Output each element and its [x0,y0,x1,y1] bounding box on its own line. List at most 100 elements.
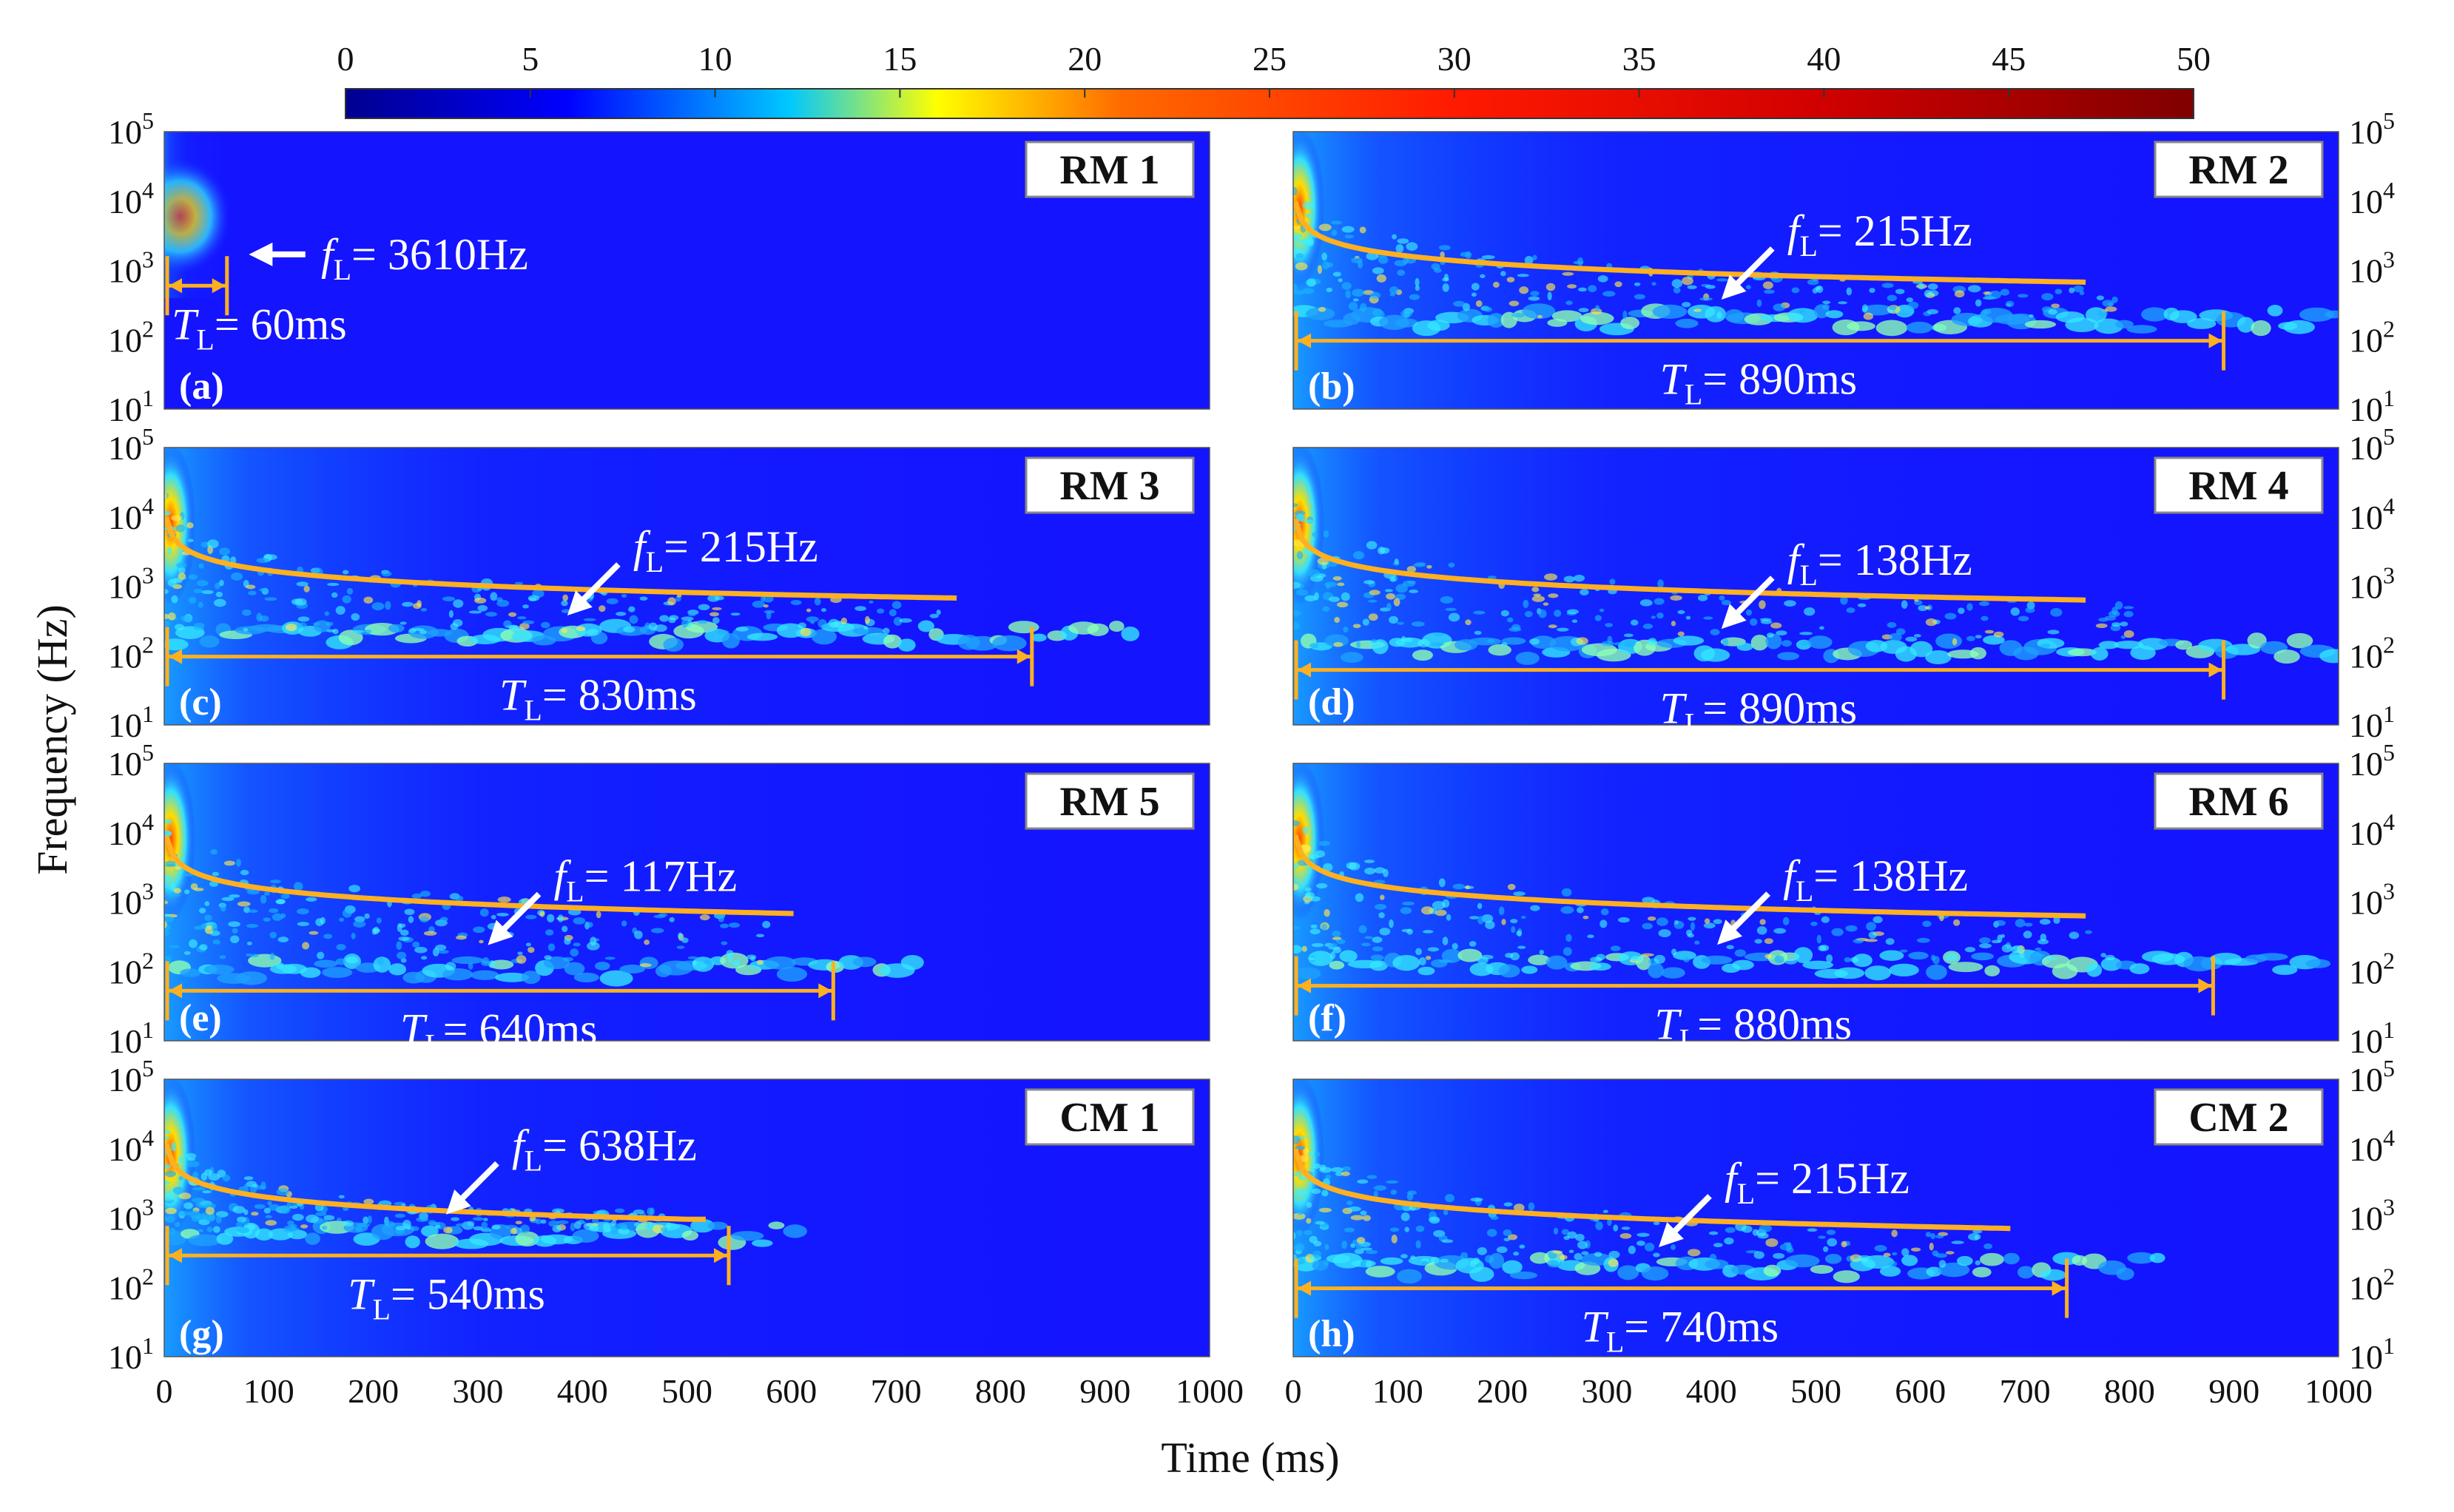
frequency-annotation: fL= 215Hz [1725,1154,1909,1210]
energy-speckle [1822,300,1831,305]
energy-speckle [1844,957,1852,963]
energy-speckle [1725,1238,1730,1245]
energy-speckle [2040,933,2047,942]
energy-speckle [196,580,209,587]
energy-speckle [1888,1260,1898,1267]
duration-bracket [165,1226,731,1286]
energy-speckle [164,863,177,868]
energy-band-blob [388,963,407,976]
energy-band-blob [1948,962,1983,973]
energy-speckle [1703,616,1713,620]
energy-speckle [171,1142,177,1152]
x-tick-label: 100 [243,1372,294,1410]
energy-speckle [204,925,214,934]
energy-speckle [178,1211,191,1216]
energy-speckle [1561,888,1572,897]
energy-speckle [346,587,354,595]
energy-speckle [1874,1245,1887,1252]
y-tick-exp: 3 [2383,878,2395,905]
duration-annotation: TL= 890ms [1659,684,1857,740]
energy-band-blob [199,635,220,648]
energy-speckle [1562,271,1574,276]
y-tick-base: 10 [2349,1061,2383,1098]
energy-speckle [1925,1232,1932,1238]
energy-speckle [676,945,685,949]
y-tick-base: 10 [108,1061,142,1098]
energy-speckle [243,627,249,632]
energy-speckle [327,582,340,587]
energy-speckle [324,611,330,616]
energy-speckle [250,954,259,958]
energy-speckle [891,601,902,610]
y-tick-base: 10 [2349,183,2383,220]
energy-speckle [270,880,281,884]
energy-band-blob [1369,960,1388,971]
energy-speckle [1888,306,1897,311]
energy-speckle [269,1204,280,1211]
y-tick-exp: 3 [2383,246,2395,273]
energy-speckle [1895,628,1906,635]
energy-speckle [618,1227,630,1235]
energy-band-blob [1515,652,1540,665]
energy-speckle [1938,1260,1946,1268]
energy-speckle [1887,622,1897,628]
energy-speckle [2123,611,2134,618]
energy-speckle [1295,589,1309,596]
energy-speckle [1968,1232,1981,1241]
energy-speckle [1630,619,1639,626]
energy-speckle [1869,288,1875,293]
y-tick-label: 103 [2349,246,2395,290]
energy-speckle [1578,308,1589,313]
energy-speckle [1345,290,1351,299]
frequency-annotation: fL= 117Hz [554,852,738,908]
y-tick-exp: 3 [2383,562,2395,589]
energy-speckle [1406,1190,1417,1195]
energy-speckle [228,921,240,928]
energy-band-blob [2003,1252,2020,1265]
energy-speckle [644,939,650,945]
energy-speckle [1846,607,1855,613]
y-tick-label: 101 [108,701,154,744]
energy-speckle [1945,1251,1955,1255]
energy-band-blob [2236,317,2255,333]
decay-envelope-line [164,516,957,601]
energy-band-blob [1750,634,1769,651]
energy-band-blob [1580,311,1614,325]
energy-speckle [1492,281,1500,288]
energy-speckle [1605,623,1614,627]
energy-speckle [1726,945,1734,950]
y-tick-exp: 1 [142,1332,154,1359]
energy-speckle [219,547,231,556]
energy-speckle [527,947,535,954]
energy-speckle [1293,863,1299,869]
energy-speckle [1485,1255,1494,1263]
energy-speckle [661,1226,668,1232]
frequency-value: 215Hz [1854,206,1972,255]
energy-band-blob [1509,1271,1537,1280]
frequency-value: 3610Hz [388,230,528,279]
energy-band-blob [1705,306,1727,323]
energy-speckle [1331,1167,1344,1172]
energy-speckle [204,901,210,906]
energy-speckle [1773,1252,1785,1259]
energy-speckle [2035,947,2042,951]
energy-band-blob [1339,950,1358,962]
energy-speckle [1397,269,1406,276]
energy-band-blob [707,1221,728,1230]
y-tick-exp: 1 [142,385,154,411]
energy-speckle [219,955,226,959]
energy-speckle [1647,916,1656,921]
x-tick-label: 400 [557,1372,608,1410]
energy-band-blob [685,621,718,633]
energy-speckle [1704,918,1710,924]
energy-speckle [259,588,269,592]
energy-speckle [508,612,517,617]
energy-speckle [1307,278,1316,287]
energy-speckle [394,1213,405,1218]
energy-speckle [164,1170,177,1178]
energy-band-blob [1824,1254,1842,1264]
energy-speckle [315,1212,327,1217]
energy-speckle [1511,925,1516,934]
